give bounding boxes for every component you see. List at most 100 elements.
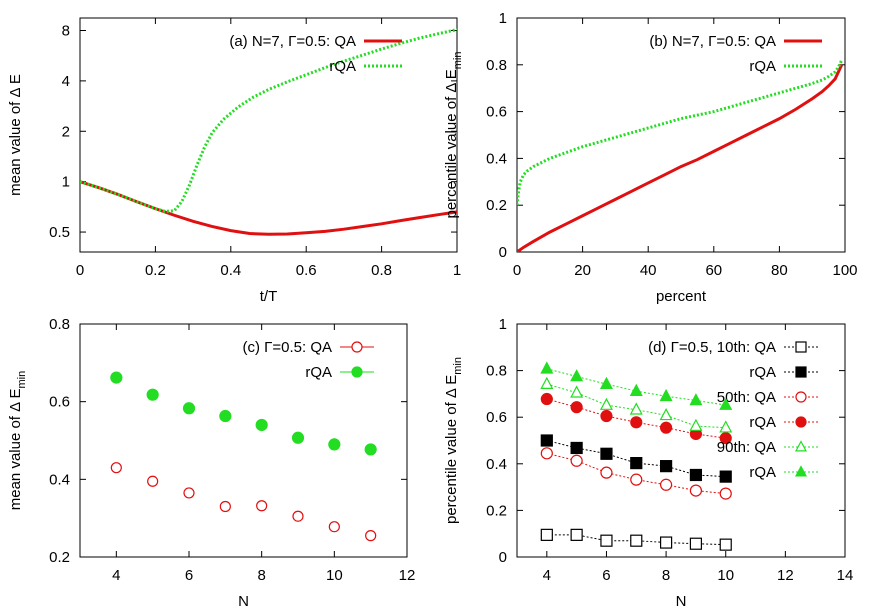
y-axis-label-subscript: min [452,51,464,69]
legend-swatch-marker [795,391,807,403]
data-point [630,457,643,470]
x-tick-label: 12 [399,567,416,584]
series-c-1: rQA [110,364,377,456]
data-point [630,416,643,429]
plot-frame [79,323,408,558]
data-point [659,460,673,473]
y-tick-label: 0.8 [486,57,507,74]
legend-label: (c) Γ=0.5: QA [242,339,332,356]
data-point [540,528,553,541]
y-axis-label-subscript: min [452,357,464,375]
y-tick-label: 0 [499,244,507,261]
y-tick-label: 0.2 [486,197,507,214]
legend-swatch-marker [351,366,363,378]
y-tick-label: 0.4 [486,456,507,473]
series-b-1: rQA [517,58,844,206]
legend-label: rQA [749,464,776,481]
x-axis-label: N [238,593,249,610]
y-tick-label: 0.2 [486,502,507,519]
x-tick-label: 4 [543,567,551,584]
x-tick-label: 60 [705,262,722,279]
data-point [689,537,703,550]
plot-frame [516,17,846,253]
series-line [517,59,844,206]
y-axis-label: percentile value of Δ Emin [443,357,464,524]
data-point [719,397,733,410]
series-c-0: (c) Γ=0.5: QA [110,339,377,542]
data-point [629,383,643,396]
x-tick-label: 100 [832,262,857,279]
panel-a: 0 0.2 0.4 0.6 0.8 1 0.5 1 2 4 8 t/T mean value of Δ … [7,17,461,305]
data-point [599,376,613,389]
series-line [80,180,457,236]
data-point [659,421,673,434]
data-point [291,431,305,444]
y-tick-label: 0.8 [49,316,70,333]
legend-label: rQA [749,364,776,381]
data-point [689,393,703,406]
x-tick-label: 6 [185,567,193,584]
plot-frame [79,17,458,253]
y-tick-label: 0.6 [486,409,507,426]
data-point [689,418,703,431]
data-point [570,454,583,467]
data-point [256,500,268,512]
data-point [328,438,341,451]
legend-swatch-marker [351,341,363,353]
data-point [255,418,268,432]
series-d-5: rQA [540,361,818,481]
y-axis-label: mean value of Δ E [7,74,24,196]
x-tick-label: 10 [326,567,343,584]
data-point [719,470,732,483]
y-tick-label: 1 [499,316,507,333]
data-point [540,447,553,460]
legend-label: 50th: QA [717,389,776,406]
legend-swatch-marker [794,440,808,452]
legend-swatch-marker [795,366,807,378]
x-tick-label: 0 [513,262,521,279]
x-tick-label: 0.8 [371,262,392,279]
legend-label: rQA [329,58,356,75]
y-tick-label: 2 [62,123,70,140]
y-axis-label-main: percentile value of Δ E [443,69,460,218]
data-point [719,487,732,500]
x-tick-label: 0.6 [296,262,317,279]
data-point [364,443,377,456]
series-d-1: rQA [540,364,818,483]
data-point [689,468,703,482]
x-tick-label: 80 [771,262,788,279]
x-axis-label: t/T [260,288,278,305]
legend-label: (b) N=7, Γ=0.5: QA [649,33,776,50]
x-tick-label: 40 [640,262,657,279]
legend-swatch-marker [795,341,807,353]
series-d-4: 90th: QA [540,376,818,456]
data-point [570,369,584,382]
data-point [146,388,159,401]
y-tick-label: 4 [62,73,70,90]
legend-label: rQA [749,58,776,75]
x-tick-label: 14 [837,567,854,584]
y-tick-label: 0 [499,549,507,566]
series-a-1: rQA [80,28,457,213]
data-point [719,538,732,551]
y-tick-label: 0.4 [486,150,507,167]
data-point [630,534,643,547]
y-tick-label: 1 [62,174,70,191]
data-point [659,536,673,549]
legend-label: (a) N=7, Γ=0.5: QA [229,33,356,50]
data-point [630,473,643,486]
data-point [219,409,232,423]
data-point [600,447,613,460]
y-axis-label-main: percentile value of Δ E [443,375,460,524]
data-point [110,371,123,384]
y-tick-label: 0.4 [49,471,70,488]
x-tick-label: 0.4 [220,262,241,279]
data-point [540,376,554,389]
x-tick-label: 0.2 [145,262,166,279]
y-tick-label: 0.8 [486,363,507,380]
y-tick-label: 0.2 [49,549,70,566]
data-point [570,528,583,541]
series-d-3: rQA [540,392,818,445]
x-tick-label: 10 [717,567,734,584]
y-axis-label: mean value of Δ Emin [7,371,28,511]
